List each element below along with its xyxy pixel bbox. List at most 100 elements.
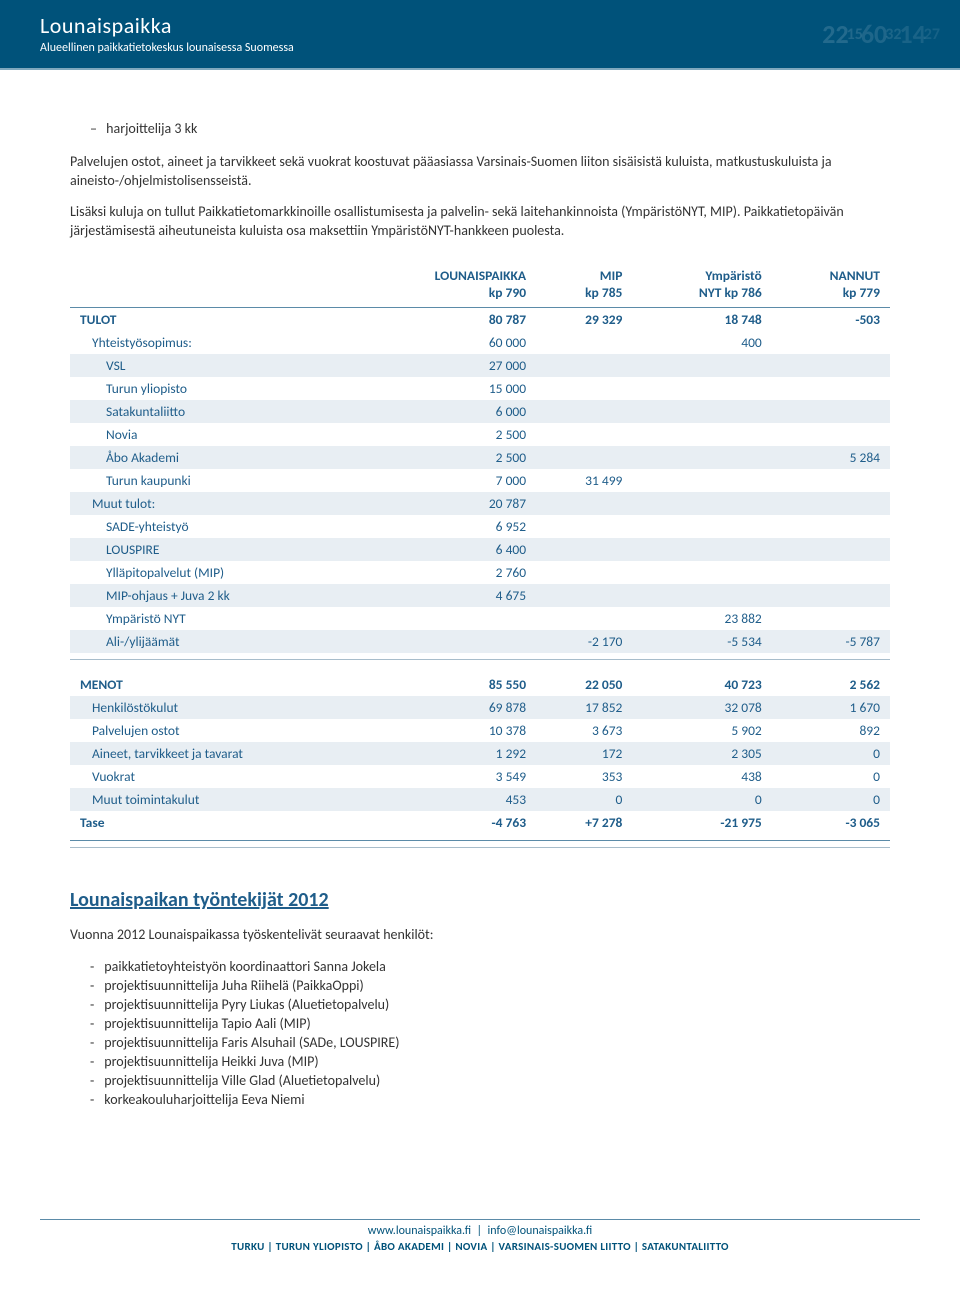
table-row: Muut toimintakulut453000 — [70, 788, 890, 811]
footer-organizations: TURKU | TURUN YLIOPISTO | ÅBO AKADEMI | … — [0, 1240, 960, 1253]
table-cell: 0 — [772, 788, 890, 811]
table-cell: Ali-/ylijäämät — [70, 630, 349, 653]
table-row: VSL27 000 — [70, 354, 890, 377]
table-row: SADE-yhteistyö6 952 — [70, 515, 890, 538]
staff-intro: Vuonna 2012 Lounaispaikassa työskenteliv… — [70, 926, 890, 945]
table-cell — [772, 331, 890, 354]
table-cell: Aineet, tarvikkeet ja tavarat — [70, 742, 349, 765]
table-cell — [772, 515, 890, 538]
footer-links: www.lounaispaikka.fi | info@lounaispaikk… — [0, 1224, 960, 1238]
table-cell: Ylläpitopalvelut (MIP) — [70, 561, 349, 584]
table-cell: 22 050 — [536, 673, 632, 696]
table-cell — [632, 538, 771, 561]
table-header-cell: LOUNAISPAIKKAkp 790 — [349, 261, 536, 308]
table-cell — [632, 492, 771, 515]
table-cell: 0 — [772, 742, 890, 765]
table-cell: 1 292 — [349, 742, 536, 765]
table-cell: 892 — [772, 719, 890, 742]
table-cell — [536, 584, 632, 607]
brand-tagline: Alueellinen paikkatietokeskus lounaisess… — [40, 41, 920, 55]
staff-list-item: projektisuunnittelija Heikki Juva (MIP) — [108, 1052, 890, 1071]
table-cell — [772, 354, 890, 377]
table-cell: Åbo Akademi — [70, 446, 349, 469]
table-cell: MIP-ohjaus + Juva 2 kk — [70, 584, 349, 607]
table-row: Muut tulot:20 787 — [70, 492, 890, 515]
table-cell: 400 — [632, 331, 771, 354]
staff-list-item: korkeakouluharjoittelija Eeva Niemi — [108, 1090, 890, 1109]
table-cell: Turun yliopisto — [70, 377, 349, 400]
table-row: Turun yliopisto15 000 — [70, 377, 890, 400]
table-cell: 2 760 — [349, 561, 536, 584]
table-row: Ali-/ylijäämät-2 170-5 534-5 787 — [70, 630, 890, 653]
table-cell: 2 500 — [349, 423, 536, 446]
decor-number: 27 — [924, 25, 940, 44]
table-cell: Ympäristö NYT — [70, 607, 349, 630]
table-cell — [536, 331, 632, 354]
table-cell: 3 549 — [349, 765, 536, 788]
page-content: harjoittelija 3 kk Palvelujen ostot, ain… — [0, 100, 960, 1139]
table-cell: 2 500 — [349, 446, 536, 469]
table-cell: Vuokrat — [70, 765, 349, 788]
table-cell: 0 — [772, 765, 890, 788]
footer-divider — [40, 1219, 920, 1220]
intro-bullet-item: harjoittelija 3 kk — [110, 120, 890, 137]
table-cell: 17 852 — [536, 696, 632, 719]
table-cell — [772, 423, 890, 446]
page-footer: www.lounaispaikka.fi | info@lounaispaikk… — [0, 1139, 960, 1219]
staff-list-item: projektisuunnittelija Juha Riihelä (Paik… — [108, 976, 890, 995]
intro-paragraph-1: Palvelujen ostot, aineet ja tarvikkeet s… — [70, 153, 890, 191]
table-row: Novia2 500 — [70, 423, 890, 446]
table-row: Turun kaupunki7 00031 499 — [70, 469, 890, 492]
table-cell: LOUSPIRE — [70, 538, 349, 561]
table-cell — [632, 446, 771, 469]
table-cell — [772, 377, 890, 400]
financial-table: LOUNAISPAIKKAkp 790MIPkp 785YmpäristöNYT… — [70, 261, 890, 849]
table-cell: -3 065 — [772, 811, 890, 834]
table-cell: 80 787 — [349, 307, 536, 331]
table-cell: 32 078 — [632, 696, 771, 719]
table-row: LOUSPIRE6 400 — [70, 538, 890, 561]
header-decor-numbers: 221560321427 — [824, 0, 940, 68]
table-cell: 6 952 — [349, 515, 536, 538]
staff-list-item: projektisuunnittelija Faris Alsuhail (SA… — [108, 1033, 890, 1052]
table-cell: 60 000 — [349, 331, 536, 354]
table-cell — [772, 584, 890, 607]
table-cell: Yhteistyösopimus: — [70, 331, 349, 354]
table-cell: 40 723 — [632, 673, 771, 696]
table-cell: -21 975 — [632, 811, 771, 834]
table-cell — [349, 630, 536, 653]
table-cell: 353 — [536, 765, 632, 788]
table-cell: SADE-yhteistyö — [70, 515, 349, 538]
decor-number: 14 — [899, 18, 925, 50]
table-cell: -5 534 — [632, 630, 771, 653]
table-row: Vuokrat3 5493534380 — [70, 765, 890, 788]
table-cell: 2 305 — [632, 742, 771, 765]
table-cell: -5 787 — [772, 630, 890, 653]
staff-section-title: Lounaispaikan työntekijät 2012 — [70, 888, 890, 912]
table-cell: Tase — [70, 811, 349, 834]
table-cell — [536, 607, 632, 630]
table-cell — [632, 423, 771, 446]
table-cell — [536, 354, 632, 377]
table-cell: Muut toimintakulut — [70, 788, 349, 811]
table-cell: 20 787 — [349, 492, 536, 515]
table-header-cell: YmpäristöNYT kp 786 — [632, 261, 771, 308]
table-cell: 1 670 — [772, 696, 890, 719]
table-cell — [632, 469, 771, 492]
table-cell: 0 — [632, 788, 771, 811]
header-divider — [0, 68, 960, 70]
table-cell: VSL — [70, 354, 349, 377]
table-cell — [536, 492, 632, 515]
table-cell: 2 562 — [772, 673, 890, 696]
decor-number: 60 — [861, 18, 887, 50]
table-cell: -4 763 — [349, 811, 536, 834]
table-cell: TULOT — [70, 307, 349, 331]
table-cell — [349, 607, 536, 630]
table-row: Ylläpitopalvelut (MIP)2 760 — [70, 561, 890, 584]
table-cell — [536, 377, 632, 400]
table-cell: Novia — [70, 423, 349, 446]
table-cell: +7 278 — [536, 811, 632, 834]
table-cell — [772, 469, 890, 492]
table-row: Satakuntaliitto6 000 — [70, 400, 890, 423]
page-header: Lounaispaikka Alueellinen paikkatietokes… — [0, 0, 960, 68]
